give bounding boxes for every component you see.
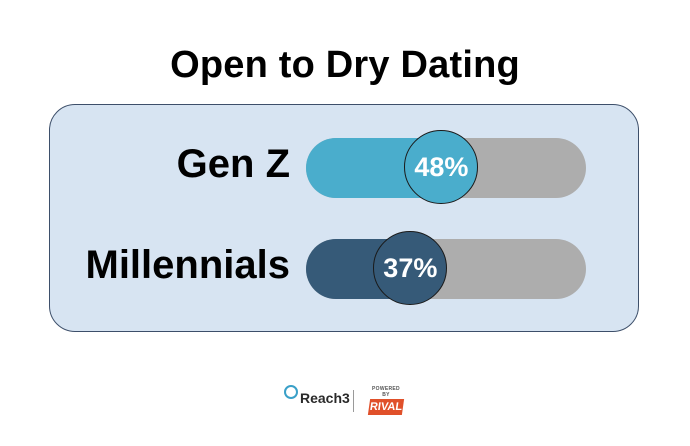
category-label-gen-z: Gen Z — [176, 142, 290, 186]
bar-track: 48% — [306, 130, 586, 204]
reach3-logo: Reach3 — [284, 385, 350, 406]
rival-logo: POWERED BY RIVAL — [367, 386, 405, 415]
footer-logos: Reach3 POWERED BY RIVAL — [0, 385, 690, 420]
value-bubble: 48% — [404, 130, 479, 204]
value-bubble: 37% — [373, 231, 448, 305]
bar-track: 37% — [306, 231, 586, 305]
category-label-millennials: Millennials — [85, 243, 291, 287]
powered-by-text: POWERED BY — [372, 386, 400, 398]
data-label: 48% — [414, 151, 469, 182]
logo-divider — [353, 390, 354, 412]
rival-logo-text: RIVAL — [367, 399, 405, 415]
reach3-logo-text: Reach3 — [300, 390, 350, 406]
data-label: 37% — [383, 252, 438, 283]
speech-bubble-icon — [284, 385, 298, 399]
chart-title: Open to Dry Dating — [170, 44, 520, 86]
